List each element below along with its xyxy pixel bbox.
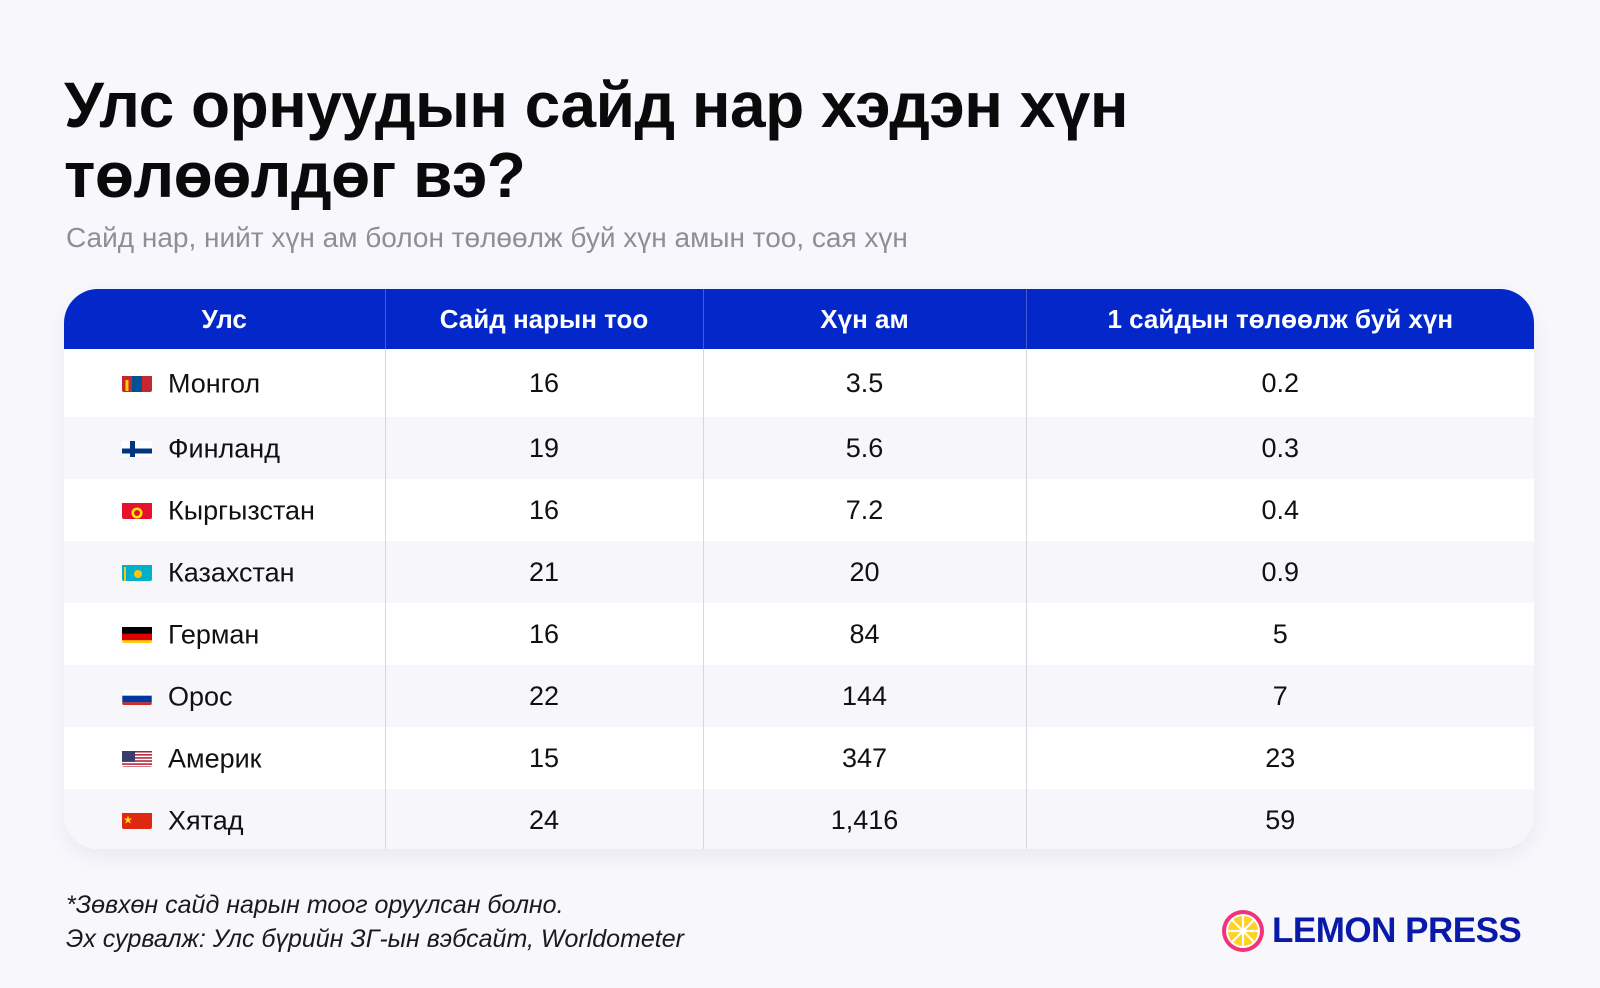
lemon-slice-icon (1222, 910, 1264, 952)
page-title: Улс орнуудын сайд нар хэдэн хүн төлөөлдө… (64, 69, 1128, 211)
country-name: Монгол (168, 368, 261, 399)
country-name: Америк (168, 743, 262, 774)
russia-flag-icon (122, 685, 152, 705)
cell-ministers: 16 (385, 349, 704, 417)
germany-flag-icon (122, 623, 152, 643)
table-row: Монгол 16 3.5 0.2 (64, 349, 1534, 417)
cell-ministers: 22 (385, 665, 704, 727)
cell-ministers: 15 (385, 727, 704, 789)
footnote-source: Эх сурвалж: Улс бүрийн ЗГ-ын вэбсайт, Wo… (66, 925, 684, 953)
cell-per-minister: 0.3 (1026, 417, 1534, 479)
country-name: Хятад (168, 805, 244, 836)
table-row: Казахстан 21 20 0.9 (64, 541, 1534, 603)
cell-per-minister: 7 (1026, 665, 1534, 727)
cell-population: 84 (703, 603, 1027, 665)
cell-per-minister: 0.9 (1026, 541, 1534, 603)
cell-population: 347 (703, 727, 1027, 789)
table-body: Монгол 16 3.5 0.2 Финланд 19 5.6 0.3 Кыргызстан 1… (64, 349, 1534, 849)
lemon-press-logo: LEMON PRESS (1220, 906, 1522, 956)
kyrgyzstan-flag-icon (122, 499, 152, 519)
country-name: Финланд (168, 433, 280, 464)
footnote: *Зөвхөн сайд нарын тоог оруулсан болно. … (66, 888, 684, 956)
finland-flag-icon (122, 437, 152, 457)
mongolia-flag-icon (122, 372, 152, 392)
cell-country: Герман (64, 603, 386, 665)
cell-per-minister: 5 (1272, 618, 1288, 649)
cell-population: 144 (703, 665, 1027, 727)
cell-country: Орос (64, 665, 386, 727)
cell-per-minister: 59 (1026, 789, 1534, 849)
table-row: Хятад 24 1,416 59 (64, 789, 1534, 849)
cell-ministers: 21 (385, 541, 704, 603)
table-header: Улс Сайд нарын тоо Хүн ам 1 сайдын төлөө… (64, 289, 1534, 349)
cell-population: 20 (703, 541, 1027, 603)
footnote-note: *Зөвхөн сайд нарын тоог оруулсан болно. (66, 891, 564, 919)
column-header-ministers: Сайд нарын тоо (385, 289, 704, 349)
table-row: Америк 15 347 23 (64, 727, 1534, 789)
column-header-per-minister: 1 сайдын төлөөлж буй хүн (1026, 289, 1534, 349)
data-table: Улс Сайд нарын тоо Хүн ам 1 сайдын төлөө… (64, 289, 1534, 849)
table-row: Орос 22 144 7 (64, 665, 1534, 727)
cell-country: Хятад (64, 789, 386, 849)
table-row: Герман 16 84 5 (64, 603, 1534, 665)
country-name: Казахстан (168, 557, 295, 588)
kazakhstan-flag-icon (122, 561, 152, 581)
cell-per-minister: 0.2 (1261, 367, 1300, 398)
cell-ministers: 19 (385, 417, 704, 479)
country-name: Орос (168, 681, 233, 712)
cell-country: Монгол (64, 349, 386, 417)
country-name: Герман (168, 619, 260, 650)
cell-ministers: 16 (385, 603, 704, 665)
cell-per-minister: 23 (1265, 742, 1296, 773)
table-row: Кыргызстан 16 7.2 0.4 (64, 479, 1534, 541)
country-name: Кыргызстан (168, 495, 315, 526)
cell-country: Казахстан (64, 541, 386, 603)
cell-country: Финланд (64, 417, 386, 479)
cell-population: 7.2 (703, 479, 1027, 541)
column-header-country: Улс (64, 289, 386, 349)
data-table-card: Улс Сайд нарын тоо Хүн ам 1 сайдын төлөө… (64, 289, 1534, 849)
cell-country: Кыргызстан (64, 479, 386, 541)
cell-ministers: 16 (385, 479, 704, 541)
cell-per-minister: 0.4 (1261, 494, 1300, 525)
cell-population: 3.5 (703, 349, 1027, 417)
cell-country: Америк (64, 727, 386, 789)
page-subtitle: Сайд нар, нийт хүн ам болон төлөөлж буй … (66, 222, 908, 253)
logo-text: LEMON PRESS (1272, 911, 1522, 950)
china-flag-icon (122, 809, 152, 829)
cell-ministers: 24 (385, 789, 704, 849)
cell-population: 1,416 (703, 789, 1027, 849)
usa-flag-icon (122, 747, 152, 767)
cell-population: 5.6 (703, 417, 1027, 479)
column-header-population: Хүн ам (703, 289, 1027, 349)
table-row: Финланд 19 5.6 0.3 (64, 417, 1534, 479)
